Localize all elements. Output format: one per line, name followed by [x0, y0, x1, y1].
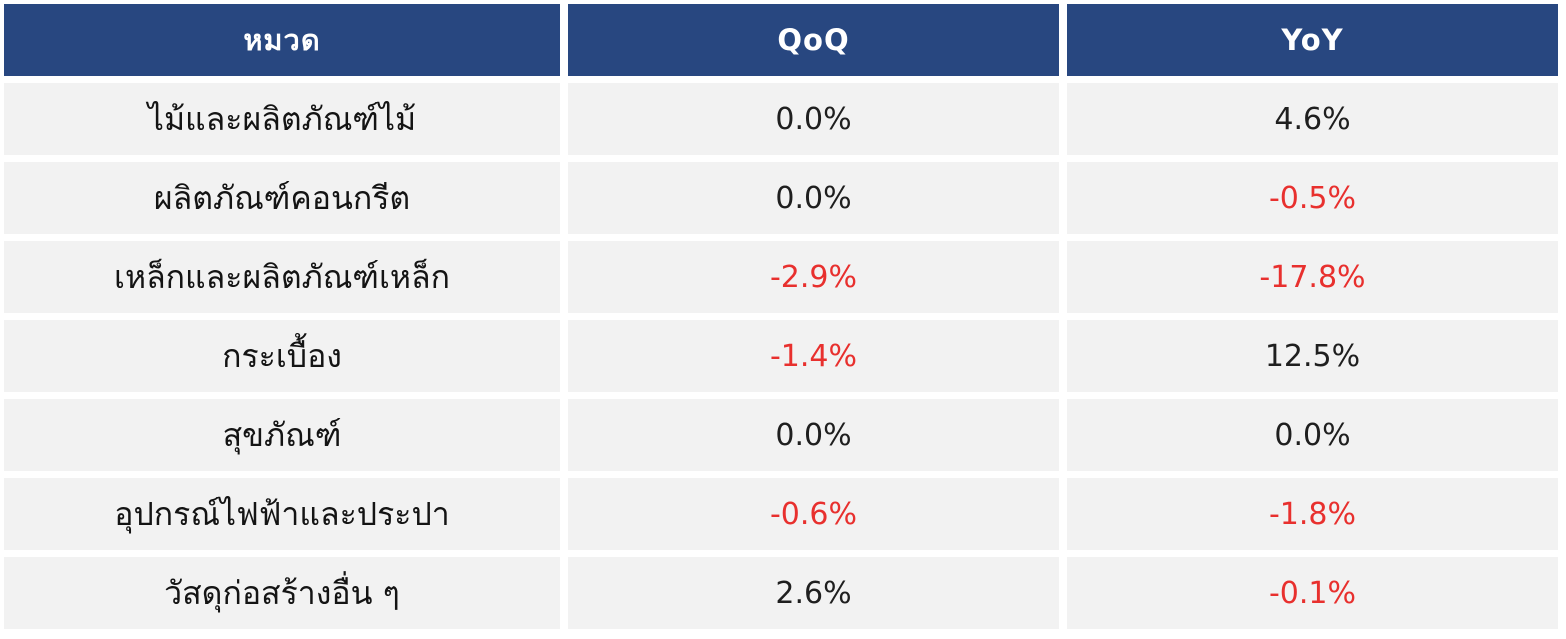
- row-3-qoq: -1.4%: [568, 320, 1059, 392]
- row-3-category: กระเบื้อง: [4, 320, 560, 392]
- header-yoy: YoY: [1067, 4, 1558, 76]
- row-5-category: อุปกรณ์ไฟฟ้าและประปา: [4, 478, 560, 550]
- row-5-qoq: -0.6%: [568, 478, 1059, 550]
- header-qoq: QoQ: [568, 4, 1059, 76]
- row-1-category: ผลิตภัณฑ์คอนกรีต: [4, 162, 560, 234]
- row-6-category: วัสดุก่อสร้างอื่น ๆ: [4, 557, 560, 629]
- row-1-yoy: -0.5%: [1067, 162, 1558, 234]
- row-4-category: สุขภัณฑ์: [4, 399, 560, 471]
- row-3-yoy: 12.5%: [1067, 320, 1558, 392]
- row-0-qoq: 0.0%: [568, 83, 1059, 155]
- table-grid: หมวด QoQ YoY ไม้และผลิตภัณฑ์ไม้ 0.0% 4.6…: [4, 4, 1558, 629]
- row-2-yoy: -17.8%: [1067, 241, 1558, 313]
- row-6-qoq: 2.6%: [568, 557, 1059, 629]
- row-0-yoy: 4.6%: [1067, 83, 1558, 155]
- header-category: หมวด: [4, 4, 560, 76]
- row-6-yoy: -0.1%: [1067, 557, 1558, 629]
- row-4-yoy: 0.0%: [1067, 399, 1558, 471]
- row-2-category: เหล็กและผลิตภัณฑ์เหล็ก: [4, 241, 560, 313]
- row-1-qoq: 0.0%: [568, 162, 1059, 234]
- row-4-qoq: 0.0%: [568, 399, 1059, 471]
- row-0-category: ไม้และผลิตภัณฑ์ไม้: [4, 83, 560, 155]
- row-5-yoy: -1.8%: [1067, 478, 1558, 550]
- row-2-qoq: -2.9%: [568, 241, 1059, 313]
